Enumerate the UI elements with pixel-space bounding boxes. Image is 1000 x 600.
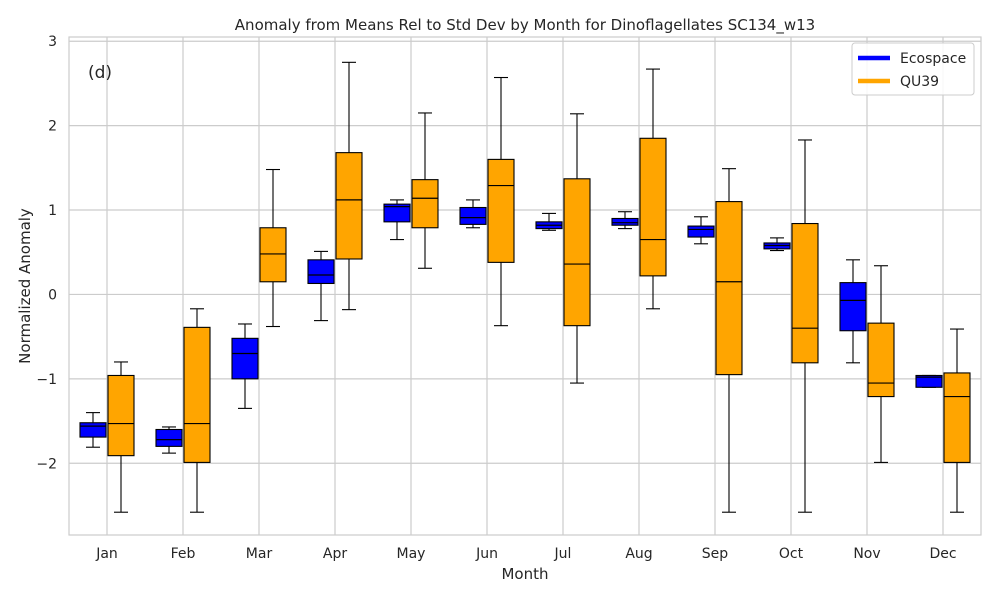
y-tick-label: 1 xyxy=(48,203,57,219)
box-iqr xyxy=(383,203,411,223)
box-iqr xyxy=(335,152,363,260)
box-iqr xyxy=(259,227,287,283)
x-tick-label: Apr xyxy=(323,546,347,562)
box-ecospace-aug xyxy=(611,211,639,230)
x-axis-label: Month xyxy=(501,565,548,583)
x-tick-label: Jun xyxy=(475,546,498,562)
chart-title: Anomaly from Means Rel to Std Dev by Mon… xyxy=(235,16,815,35)
box-qu39-sep xyxy=(715,168,743,513)
box-iqr xyxy=(155,428,183,447)
box-iqr xyxy=(563,178,591,327)
box-qu39-jun xyxy=(487,76,515,327)
box-ecospace-nov xyxy=(839,259,867,364)
x-tick-label: Jan xyxy=(95,546,118,562)
panel-label: (d) xyxy=(88,63,112,83)
y-tick-label: 2 xyxy=(48,119,57,135)
x-tick-label: Nov xyxy=(853,546,880,562)
grid-layer xyxy=(69,37,981,535)
box-qu39-aug xyxy=(639,68,667,310)
boxes-layer xyxy=(79,61,971,513)
box-iqr xyxy=(79,422,107,438)
y-axis-label: Normalized Anomaly xyxy=(16,208,34,364)
box-qu39-may xyxy=(411,112,439,269)
legend-label-ecospace: Ecospace xyxy=(900,51,966,67)
box-ecospace-sep xyxy=(687,216,715,245)
box-iqr xyxy=(791,222,819,364)
y-tick-label: 3 xyxy=(48,34,57,50)
legend: Ecospace QU39 xyxy=(851,42,975,96)
box-ecospace-dec xyxy=(915,374,943,388)
box-iqr xyxy=(943,372,971,463)
box-iqr xyxy=(611,217,639,226)
box-iqr xyxy=(231,337,259,380)
box-qu39-apr xyxy=(335,61,363,311)
box-qu39-mar xyxy=(259,168,287,328)
box-iqr xyxy=(915,374,943,388)
box-ecospace-jul xyxy=(535,212,563,231)
box-iqr xyxy=(639,137,667,277)
box-ecospace-jun xyxy=(459,199,487,229)
y-tick-labels: −2 −1 0 1 2 3 xyxy=(36,34,57,472)
box-qu39-jul xyxy=(563,113,591,384)
x-tick-label: Mar xyxy=(246,546,273,562)
box-qu39-jan xyxy=(107,361,135,513)
x-tick-label: Jul xyxy=(554,546,572,562)
x-tick-label: Dec xyxy=(929,546,956,562)
box-ecospace-may xyxy=(383,199,411,241)
box-ecospace-apr xyxy=(307,250,335,322)
box-iqr xyxy=(183,326,211,463)
box-ecospace-feb xyxy=(155,426,183,454)
box-qu39-nov xyxy=(867,265,895,463)
box-iqr xyxy=(107,374,135,457)
box-qu39-oct xyxy=(791,139,819,513)
box-iqr xyxy=(715,201,743,376)
box-iqr xyxy=(307,259,335,285)
y-tick-label: −1 xyxy=(36,372,57,388)
x-tick-label: Aug xyxy=(625,546,652,562)
plot-area xyxy=(68,36,982,536)
x-tick-label: Oct xyxy=(779,546,804,562)
box-iqr xyxy=(687,225,715,238)
box-iqr xyxy=(867,322,895,398)
legend-label-qu39: QU39 xyxy=(900,74,939,90)
box-iqr xyxy=(839,282,867,332)
x-tick-label: Sep xyxy=(702,546,729,562)
box-ecospace-mar xyxy=(231,323,259,409)
box-iqr xyxy=(411,179,439,229)
box-ecospace-oct xyxy=(763,237,791,252)
x-tick-labels: Jan Feb Mar Apr May Jun Jul Aug Sep Oct Nov Dec xyxy=(95,546,956,562)
box-iqr xyxy=(459,206,487,225)
box-qu39-dec xyxy=(943,328,971,513)
box-qu39-feb xyxy=(183,308,211,513)
x-tick-label: Feb xyxy=(171,546,196,562)
box-ecospace-jan xyxy=(79,412,107,448)
box-iqr xyxy=(487,158,515,263)
y-tick-label: −2 xyxy=(36,456,57,472)
x-tick-label: May xyxy=(397,546,426,562)
y-tick-label: 0 xyxy=(48,287,57,303)
